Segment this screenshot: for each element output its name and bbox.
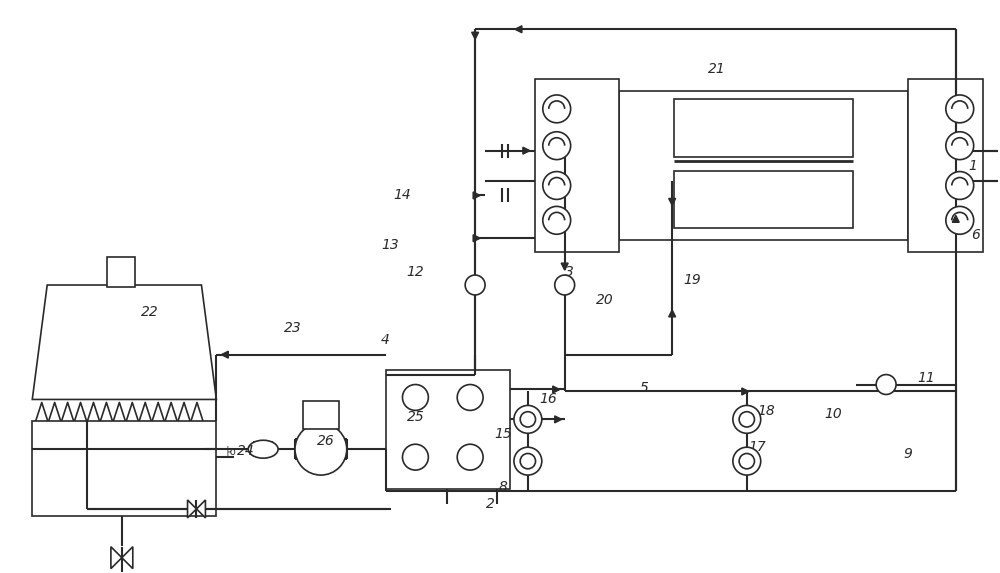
- Text: 4: 4: [381, 333, 390, 347]
- Bar: [32, 421, 216, 516]
- Polygon shape: [952, 215, 959, 222]
- Bar: [386, 370, 510, 489]
- Text: 8: 8: [499, 480, 507, 494]
- Circle shape: [520, 453, 536, 469]
- Bar: [908, 79, 983, 252]
- Text: 6: 6: [971, 228, 980, 242]
- Polygon shape: [472, 32, 479, 39]
- Bar: [303, 402, 339, 429]
- Circle shape: [457, 384, 483, 410]
- Polygon shape: [473, 235, 480, 242]
- Polygon shape: [669, 310, 676, 317]
- Text: 18: 18: [758, 405, 776, 418]
- Text: 22: 22: [141, 305, 159, 319]
- Text: 13: 13: [382, 238, 399, 252]
- Text: 21: 21: [708, 62, 726, 76]
- Circle shape: [946, 171, 974, 199]
- Text: 14: 14: [394, 189, 411, 202]
- Text: 3: 3: [565, 265, 574, 279]
- Bar: [674, 171, 853, 228]
- Bar: [535, 79, 619, 252]
- Circle shape: [514, 447, 542, 475]
- Circle shape: [514, 406, 542, 433]
- Polygon shape: [473, 192, 480, 199]
- Text: 11: 11: [917, 371, 935, 384]
- Text: ├o: ├o: [224, 445, 236, 457]
- Text: 26: 26: [317, 434, 335, 448]
- Circle shape: [733, 406, 761, 433]
- Circle shape: [465, 275, 485, 295]
- Polygon shape: [561, 263, 568, 270]
- Text: 16: 16: [539, 393, 557, 406]
- Polygon shape: [196, 500, 205, 518]
- Circle shape: [520, 411, 536, 427]
- Bar: [619, 91, 908, 240]
- Text: 20: 20: [596, 293, 613, 307]
- Text: 17: 17: [748, 440, 766, 454]
- Text: 25: 25: [407, 410, 424, 425]
- Polygon shape: [669, 198, 676, 205]
- Circle shape: [457, 444, 483, 470]
- Bar: [674, 99, 853, 156]
- Circle shape: [733, 447, 761, 475]
- Polygon shape: [553, 386, 560, 393]
- Text: 24: 24: [237, 444, 255, 458]
- Circle shape: [946, 132, 974, 160]
- Text: 10: 10: [825, 407, 842, 421]
- Circle shape: [555, 275, 575, 295]
- Bar: [107, 257, 135, 287]
- Polygon shape: [32, 285, 216, 399]
- Polygon shape: [742, 388, 749, 395]
- Circle shape: [402, 384, 428, 410]
- Circle shape: [543, 95, 571, 123]
- Circle shape: [295, 423, 347, 475]
- Polygon shape: [111, 547, 122, 568]
- Text: 23: 23: [284, 321, 302, 335]
- Text: 12: 12: [407, 265, 424, 279]
- Polygon shape: [122, 547, 133, 568]
- Text: 9: 9: [904, 447, 912, 461]
- Circle shape: [946, 206, 974, 234]
- Polygon shape: [523, 147, 530, 154]
- Circle shape: [876, 375, 896, 394]
- Circle shape: [543, 171, 571, 199]
- Text: 2: 2: [486, 497, 494, 511]
- Text: 1: 1: [968, 159, 977, 172]
- Text: 19: 19: [683, 273, 701, 287]
- Circle shape: [946, 95, 974, 123]
- Circle shape: [543, 132, 571, 160]
- Circle shape: [543, 206, 571, 234]
- Circle shape: [739, 453, 754, 469]
- Polygon shape: [188, 500, 196, 518]
- Text: 15: 15: [494, 427, 512, 441]
- Circle shape: [402, 444, 428, 470]
- Ellipse shape: [248, 440, 278, 458]
- Polygon shape: [221, 351, 228, 358]
- Circle shape: [739, 411, 754, 427]
- Polygon shape: [515, 26, 522, 33]
- Polygon shape: [555, 416, 562, 423]
- Text: 5: 5: [640, 380, 649, 394]
